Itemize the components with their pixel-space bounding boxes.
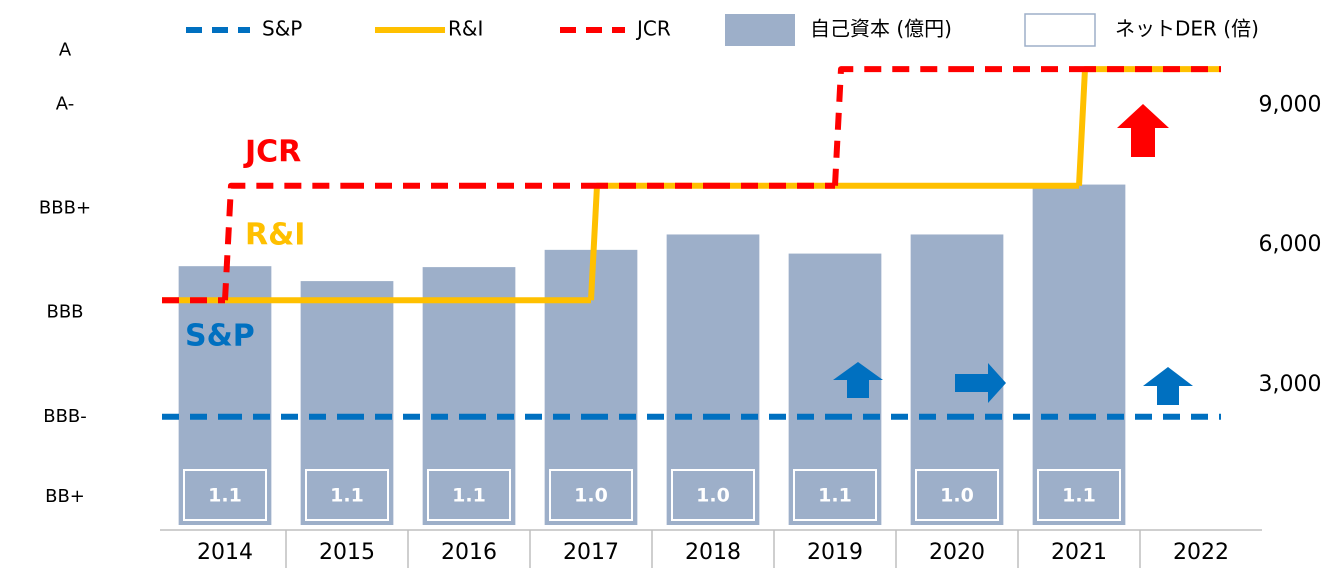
line-segment xyxy=(222,182,347,301)
y-tick-label: BBB- xyxy=(43,406,87,427)
label-box xyxy=(915,469,999,521)
x-tick-label: 2018 xyxy=(685,540,741,565)
bar xyxy=(300,281,394,525)
data-label: 1.1 xyxy=(330,485,364,507)
up-arrow xyxy=(1117,104,1169,157)
y-tick-label: BBB xyxy=(46,302,83,323)
label-box xyxy=(549,469,633,521)
data-label: 1.0 xyxy=(940,485,974,507)
data-label: 1.1 xyxy=(818,485,852,507)
label-box xyxy=(671,469,755,521)
label-box xyxy=(427,469,511,521)
data-label: 1.1 xyxy=(1062,485,1096,507)
label-box xyxy=(305,469,389,521)
legend-label: JCR xyxy=(635,17,671,41)
up-arrow xyxy=(1143,367,1193,405)
x-tick-label: 2015 xyxy=(319,540,375,565)
y-tick-label: BB+ xyxy=(45,486,85,507)
legend-label: ネットDER (倍) xyxy=(1115,17,1259,41)
x-tick-label: 2020 xyxy=(929,540,985,565)
line-segment xyxy=(832,66,957,186)
arrows xyxy=(833,104,1193,405)
plot-area: BB+ BBB- BBB BBB+ A- A 3,000 6,000 9,000 2014 2015… xyxy=(39,39,1322,568)
x-tick-label: 2017 xyxy=(563,540,619,565)
label-box xyxy=(793,469,877,521)
series-annotation: S&P xyxy=(185,319,255,354)
x-tick-label: 2019 xyxy=(807,540,863,565)
data-label: 1.0 xyxy=(696,485,730,507)
x-tick-label: 2014 xyxy=(197,540,253,565)
right-arrow xyxy=(955,363,1006,403)
legend-swatch xyxy=(725,14,795,46)
series-annotation: JCR xyxy=(243,135,301,170)
legend: S&P R&I JCR 自己資本 (億円) ネットDER (倍) xyxy=(186,13,1259,47)
label-box xyxy=(1037,469,1121,521)
x-tick-label: 2016 xyxy=(441,540,497,565)
y2-tick-label: 6,000 xyxy=(1259,232,1322,257)
data-label: 1.1 xyxy=(452,485,486,507)
data-label: 1.1 xyxy=(208,485,242,507)
up-arrow xyxy=(833,362,883,398)
legend-label: 自己資本 (億円) xyxy=(810,17,952,41)
legend-label: R&I xyxy=(448,17,483,41)
x-tick-label: 2021 xyxy=(1051,540,1107,565)
series-annotation: R&I xyxy=(245,218,305,253)
y-tick-label: A- xyxy=(56,94,74,115)
bar xyxy=(178,266,272,525)
y2-tick-label: 9,000 xyxy=(1259,92,1322,117)
data-label: 1.0 xyxy=(574,485,608,507)
y-tick-label: BBB+ xyxy=(39,198,91,219)
legend-label: S&P xyxy=(262,17,302,41)
bar xyxy=(422,267,516,525)
y2-tick-label: 3,000 xyxy=(1259,372,1322,397)
bar xyxy=(666,234,760,525)
bar xyxy=(1032,184,1126,525)
y-tick-label: A xyxy=(59,39,72,60)
label-box xyxy=(183,469,267,521)
x-tick-label: 2022 xyxy=(1173,540,1229,565)
legend-swatch xyxy=(1024,13,1096,47)
